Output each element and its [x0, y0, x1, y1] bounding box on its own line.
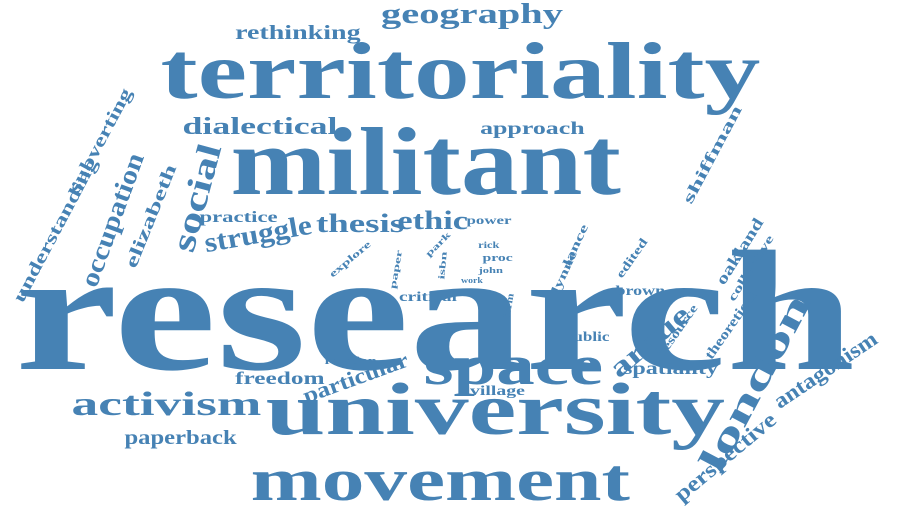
word-power: power [466, 213, 512, 227]
word-space: space [423, 335, 603, 397]
word-practice: practice [198, 209, 278, 226]
word-work: work [461, 276, 483, 285]
word-public: public [563, 330, 609, 345]
word-dialectical: dialectical [182, 114, 338, 140]
word-spatiality: spatiality [622, 358, 718, 378]
word-approach: approach [479, 118, 585, 138]
word-movement: movement [250, 447, 630, 513]
word-shiffman: shiffman [679, 102, 746, 207]
word-research: research [15, 217, 856, 407]
word-ethic: ethic [396, 206, 468, 235]
word-territoriality: territoriality [160, 28, 760, 116]
word-relation: relation [323, 356, 377, 367]
word-activism: activism [71, 386, 261, 423]
word-geography: geography [381, 0, 563, 30]
word-rethinking: rethinking [235, 22, 361, 44]
word-thesis: thesis [315, 209, 405, 238]
word-paperback: paperback [123, 427, 237, 449]
word-university: university [265, 369, 725, 451]
word-militant: militant [229, 108, 621, 215]
word-village: village [469, 384, 525, 399]
word-freedom: freedom [235, 368, 325, 388]
word-proc: proc [481, 251, 513, 264]
word-brown: brown [615, 284, 665, 299]
word-rick: rick [478, 239, 500, 250]
word-critical: critical [399, 290, 457, 305]
word-john: john [478, 266, 503, 275]
